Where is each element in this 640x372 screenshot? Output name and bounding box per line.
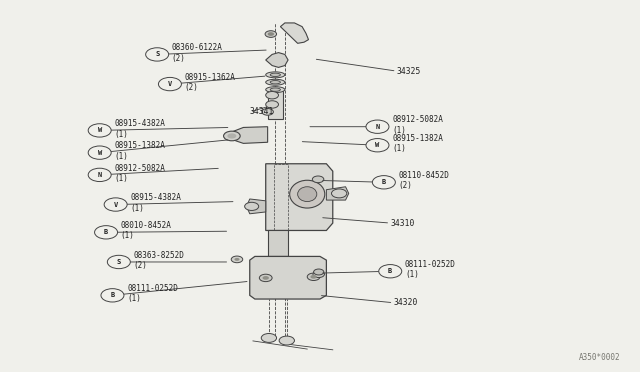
Text: 08010-8452A: 08010-8452A (121, 221, 172, 230)
Ellipse shape (270, 73, 280, 77)
Text: (2): (2) (172, 54, 186, 62)
Ellipse shape (270, 81, 280, 84)
Text: (1): (1) (392, 144, 406, 153)
Ellipse shape (266, 87, 285, 93)
Circle shape (266, 92, 278, 99)
Text: B: B (388, 268, 392, 274)
Text: V: V (113, 202, 118, 208)
Text: (1): (1) (127, 295, 141, 304)
Text: 34325: 34325 (397, 67, 421, 76)
Text: N: N (375, 124, 380, 130)
Text: 08363-8252D: 08363-8252D (134, 251, 184, 260)
Text: 34320: 34320 (394, 298, 418, 307)
Circle shape (259, 274, 272, 282)
Text: (1): (1) (115, 129, 128, 138)
Circle shape (159, 77, 181, 91)
Text: W: W (375, 142, 380, 148)
Text: 08915-4382A: 08915-4382A (131, 193, 181, 202)
Circle shape (268, 32, 274, 36)
Circle shape (227, 134, 236, 138)
Circle shape (146, 48, 169, 61)
Circle shape (88, 124, 111, 137)
Circle shape (234, 258, 239, 261)
Circle shape (265, 31, 276, 37)
Text: (1): (1) (121, 231, 134, 240)
Text: W: W (97, 127, 102, 134)
Ellipse shape (298, 187, 317, 202)
Text: (2): (2) (134, 261, 147, 270)
Circle shape (366, 120, 389, 134)
Circle shape (279, 336, 294, 345)
Polygon shape (280, 23, 308, 43)
Polygon shape (266, 164, 333, 231)
Text: 08111-0252D: 08111-0252D (405, 260, 456, 269)
Text: 08360-6122A: 08360-6122A (172, 43, 223, 52)
Text: B: B (110, 292, 115, 298)
Text: V: V (168, 81, 172, 87)
Ellipse shape (266, 72, 285, 78)
Text: 08915-4382A: 08915-4382A (115, 119, 165, 128)
Text: 08111-0252D: 08111-0252D (127, 284, 178, 293)
Ellipse shape (270, 88, 280, 91)
Text: B: B (104, 229, 108, 235)
Ellipse shape (266, 79, 285, 85)
Circle shape (231, 256, 243, 263)
Text: (1): (1) (115, 174, 128, 183)
Text: (2): (2) (399, 182, 412, 190)
Polygon shape (230, 127, 268, 143)
Circle shape (379, 264, 402, 278)
Circle shape (104, 198, 127, 211)
Circle shape (332, 189, 347, 198)
Circle shape (95, 226, 118, 239)
Text: N: N (97, 172, 102, 178)
Text: B: B (381, 179, 386, 185)
Text: S: S (116, 259, 121, 265)
Circle shape (244, 202, 259, 211)
Text: (2): (2) (184, 83, 198, 92)
Text: 34310: 34310 (390, 219, 415, 228)
Circle shape (261, 334, 276, 342)
Circle shape (314, 269, 324, 275)
Text: 08915-1362A: 08915-1362A (184, 73, 236, 82)
Polygon shape (250, 256, 326, 299)
Text: A350*0002: A350*0002 (579, 353, 620, 362)
Circle shape (88, 168, 111, 182)
Circle shape (223, 131, 240, 141)
Text: (1): (1) (115, 152, 128, 161)
Text: (1): (1) (405, 270, 419, 279)
Text: 08915-1382A: 08915-1382A (392, 134, 443, 143)
Text: 34341: 34341 (250, 108, 274, 116)
Circle shape (310, 275, 317, 279)
Text: (1): (1) (392, 126, 406, 135)
Circle shape (372, 176, 396, 189)
Circle shape (262, 109, 273, 115)
Circle shape (101, 289, 124, 302)
Circle shape (266, 101, 278, 108)
Circle shape (313, 271, 324, 278)
Polygon shape (326, 187, 349, 200)
Text: 08912-5082A: 08912-5082A (392, 115, 443, 125)
Polygon shape (246, 199, 266, 214)
Circle shape (312, 176, 324, 183)
Circle shape (307, 273, 320, 280)
Polygon shape (266, 52, 288, 67)
Ellipse shape (290, 180, 324, 208)
Text: S: S (155, 51, 159, 57)
Circle shape (108, 255, 131, 269)
Circle shape (262, 276, 269, 280)
Text: 08110-8452D: 08110-8452D (399, 171, 449, 180)
Text: W: W (97, 150, 102, 155)
Circle shape (366, 138, 389, 152)
Polygon shape (268, 231, 288, 256)
Circle shape (88, 146, 111, 159)
Text: 08915-1382A: 08915-1382A (115, 141, 165, 150)
Text: (1): (1) (131, 204, 144, 213)
Text: 08912-5082A: 08912-5082A (115, 164, 165, 173)
Polygon shape (268, 88, 283, 119)
